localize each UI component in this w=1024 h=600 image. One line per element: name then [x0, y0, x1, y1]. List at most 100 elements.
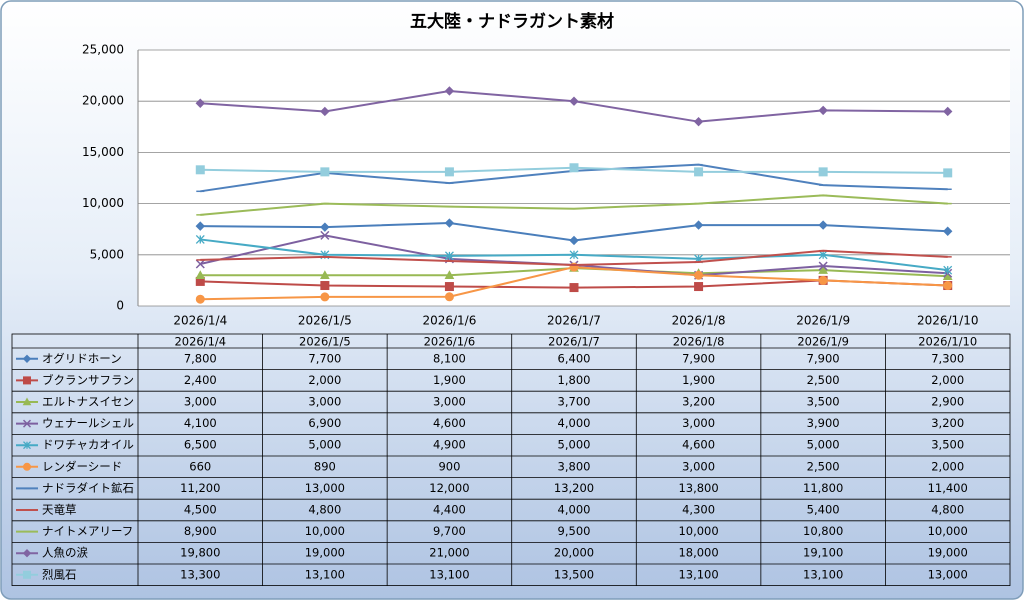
table-value: 9,500	[558, 524, 591, 538]
table-value: 11,200	[180, 481, 220, 495]
marker	[818, 265, 828, 274]
table-value: 4,900	[433, 438, 466, 452]
marker	[444, 167, 454, 177]
marker	[195, 221, 205, 231]
table-value: 13,100	[678, 567, 718, 581]
table-value: 13,000	[928, 567, 968, 581]
marker	[195, 234, 205, 244]
marker	[818, 275, 828, 285]
table-header: 2026/1/10	[918, 335, 977, 349]
marker	[320, 167, 330, 177]
legend-label: オグリドホーン	[42, 351, 122, 365]
legend-label: ウェナールシェル	[42, 416, 134, 430]
table-value: 6,900	[308, 416, 341, 430]
table-value: 4,100	[184, 416, 217, 430]
marker	[943, 226, 953, 236]
table-value: 4,000	[558, 416, 591, 430]
marker	[818, 250, 828, 260]
legend-label: レンダーシード	[42, 459, 122, 473]
table-value: 13,300	[180, 567, 220, 581]
table-value: 2,000	[931, 459, 964, 473]
table-value: 1,900	[433, 373, 466, 387]
table-value: 3,000	[682, 416, 715, 430]
legend-label: ブクランサフラン	[42, 373, 134, 387]
table-value: 3,200	[931, 416, 964, 430]
table-value: 3,000	[682, 459, 715, 473]
marker	[320, 292, 330, 302]
x-tick-label: 2026/1/4	[173, 314, 227, 328]
table-value: 10,800	[803, 524, 843, 538]
marker	[569, 163, 579, 173]
marker	[22, 548, 32, 558]
x-tick-label: 2026/1/8	[672, 314, 726, 328]
table-header: 2026/1/6	[424, 335, 476, 349]
marker	[694, 282, 704, 292]
marker	[943, 106, 953, 117]
table-value: 2,900	[931, 395, 964, 409]
table-value: 7,300	[931, 351, 964, 365]
table-value: 13,200	[554, 481, 594, 495]
table-value: 9,700	[433, 524, 466, 538]
y-tick-label: 0	[116, 299, 124, 313]
marker	[23, 570, 31, 579]
marker	[320, 270, 330, 279]
table-value: 1,800	[558, 373, 591, 387]
table-value: 3,000	[308, 395, 341, 409]
data-table	[11, 333, 1011, 587]
table-value: 19,000	[928, 546, 968, 560]
table-value: 11,400	[928, 481, 968, 495]
table-value: 3,500	[931, 438, 964, 452]
marker	[444, 251, 454, 261]
table-value: 3,000	[433, 395, 466, 409]
x-tick-label: 2026/1/6	[422, 314, 476, 328]
marker	[444, 282, 454, 292]
marker	[320, 281, 330, 291]
legend-label: ドワチャカオイル	[42, 438, 134, 452]
x-tick-label: 2026/1/10	[917, 314, 979, 328]
table-value: 10,000	[928, 524, 968, 538]
marker	[818, 167, 828, 177]
marker	[569, 235, 579, 246]
y-tick-label: 20,000	[82, 94, 124, 108]
x-tick-label: 2026/1/9	[796, 314, 850, 328]
table-value: 20,000	[554, 546, 594, 560]
table-value: 2,400	[184, 373, 217, 387]
marker	[195, 294, 205, 304]
table-value: 13,100	[429, 567, 469, 581]
marker	[22, 419, 32, 428]
table-value: 4,600	[682, 438, 715, 452]
marker	[195, 98, 205, 108]
table-value: 3,900	[807, 416, 840, 430]
marker	[943, 168, 953, 178]
table-value: 6,400	[558, 351, 591, 365]
table-value: 7,900	[807, 351, 840, 365]
y-tick-label: 25,000	[82, 43, 124, 57]
y-tick-label: 5,000	[90, 247, 124, 261]
marker	[444, 218, 455, 228]
marker	[569, 283, 579, 293]
table-value: 21,000	[429, 546, 469, 560]
table-header: 2026/1/5	[299, 335, 351, 349]
legend-label: 人魚の涙	[42, 546, 88, 560]
table-value: 13,000	[305, 481, 345, 495]
table-value: 6,500	[184, 438, 217, 452]
table-value: 2,500	[807, 373, 840, 387]
legend-label: ナイトメアリーフ	[42, 524, 133, 538]
table-value: 3,000	[184, 395, 217, 409]
marker	[694, 270, 704, 280]
table-value: 1,900	[682, 373, 715, 387]
table-value: 4,000	[558, 503, 591, 517]
legend-label: エルトナスイセン	[42, 395, 134, 409]
marker	[818, 220, 828, 230]
table-value: 5,000	[558, 438, 591, 452]
marker	[23, 462, 31, 471]
table-header: 2026/1/8	[673, 335, 725, 349]
table-value: 3,500	[807, 395, 840, 409]
table-value: 13,100	[803, 567, 843, 581]
y-tick-label: 15,000	[82, 145, 124, 159]
legend-label: 烈風石	[42, 567, 77, 581]
x-tick-label: 2026/1/5	[298, 314, 352, 328]
marker	[693, 116, 704, 127]
marker	[320, 230, 330, 240]
